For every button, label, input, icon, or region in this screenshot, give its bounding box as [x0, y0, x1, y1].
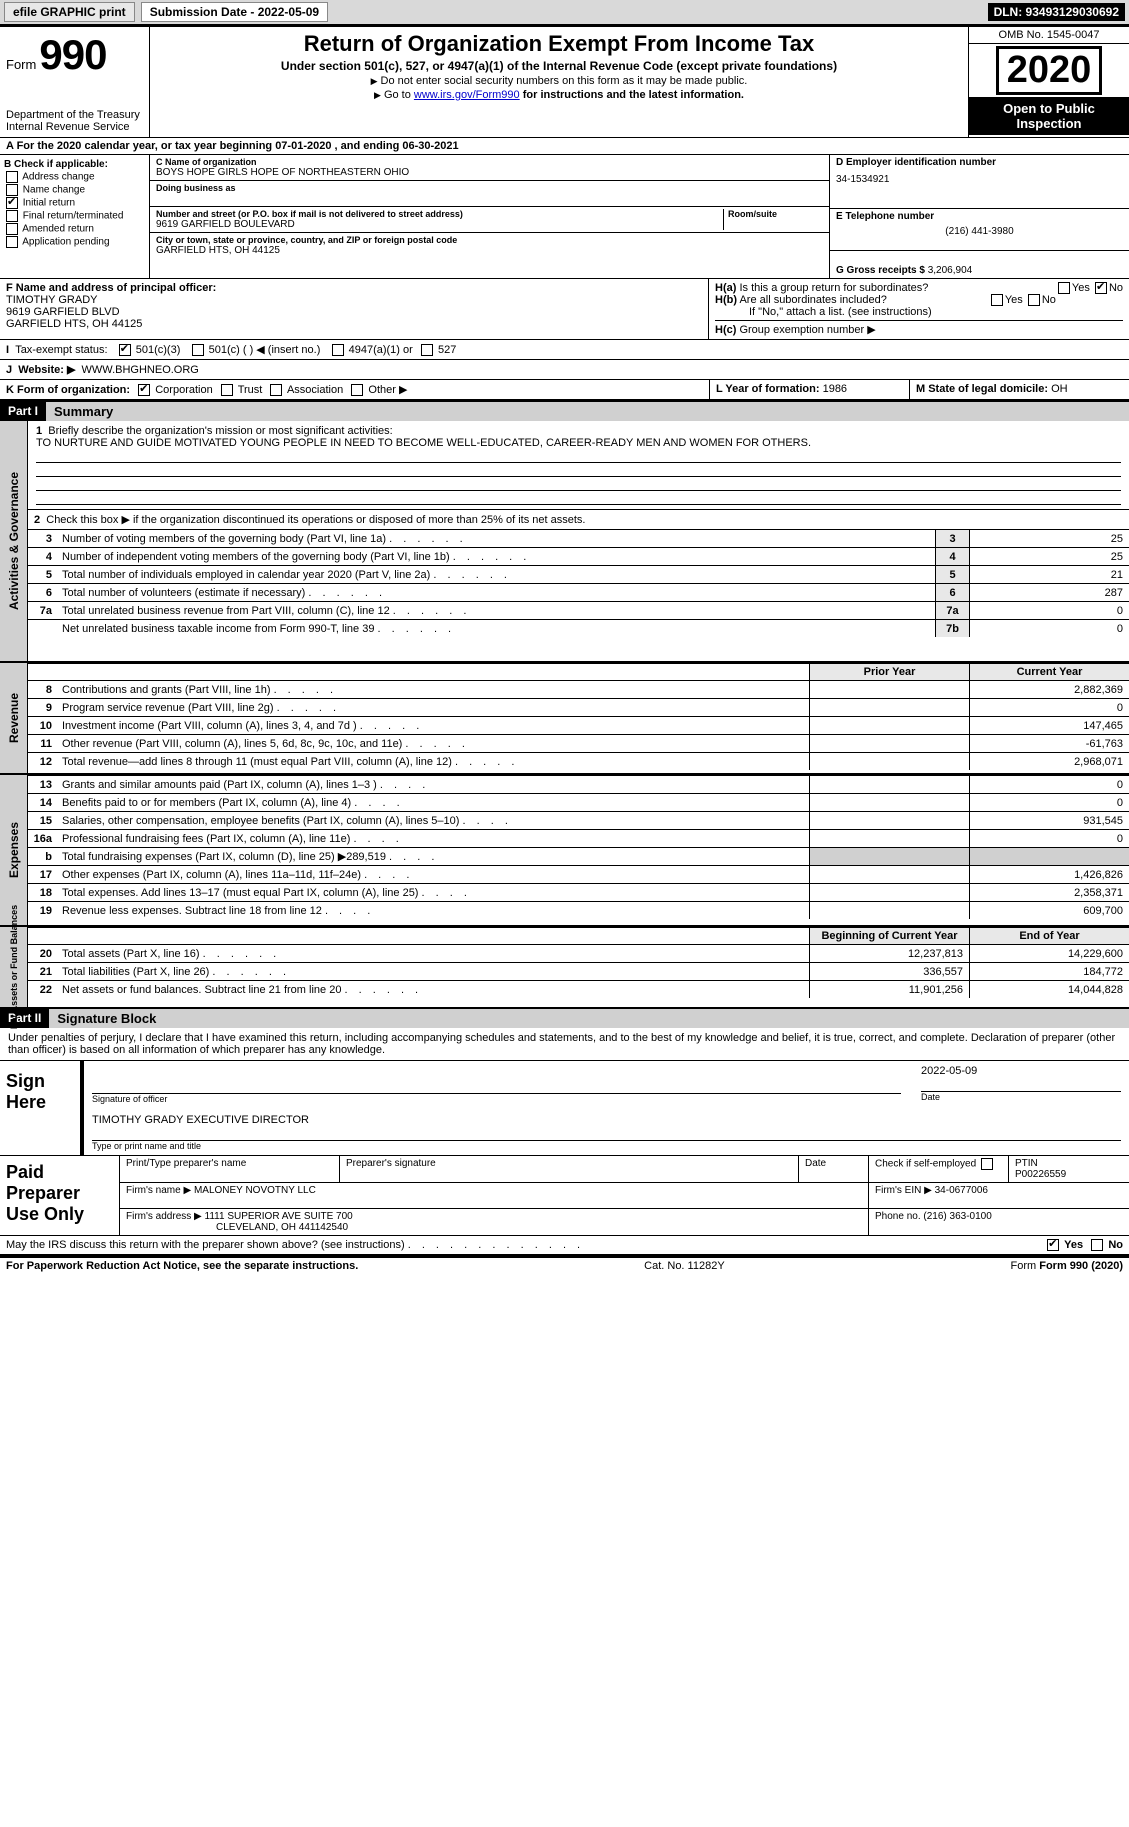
row-i-status: I Tax-exempt status: 501(c)(3) 501(c) ( …: [0, 340, 1129, 359]
dept-irs: Internal Revenue Service: [6, 121, 143, 133]
table-row: 8Contributions and grants (Part VIII, li…: [28, 680, 1129, 698]
tax-year: 2020: [996, 46, 1103, 95]
table-row: 21Total liabilities (Part X, line 26) . …: [28, 962, 1129, 980]
part1-title: Summary: [46, 402, 1129, 421]
table-row: 7aTotal unrelated business revenue from …: [28, 601, 1129, 619]
box-h: H(a) Is this a group return for subordin…: [709, 279, 1129, 339]
table-row: 18Total expenses. Add lines 13–17 (must …: [28, 883, 1129, 901]
mission-box: 1 Briefly describe the organization's mi…: [28, 421, 1129, 509]
dln: DLN: 93493129030692: [988, 3, 1125, 21]
table-row: 11Other revenue (Part VIII, column (A), …: [28, 734, 1129, 752]
part2-title: Signature Block: [49, 1009, 1129, 1028]
row-l-year: L Year of formation: 1986: [709, 380, 909, 399]
perjury-declaration: Under penalties of perjury, I declare th…: [0, 1028, 1129, 1060]
paid-preparer-block: Paid Preparer Use Only Print/Type prepar…: [0, 1155, 1129, 1235]
box-d-ein: D Employer identification number 34-1534…: [830, 155, 1129, 209]
row-a-taxyear: A For the 2020 calendar year, or tax yea…: [0, 138, 1129, 155]
box-c-dba: Doing business as: [150, 181, 829, 207]
part2-header: Part II: [0, 1009, 49, 1028]
table-row: 19Revenue less expenses. Subtract line 1…: [28, 901, 1129, 919]
form-number: 990: [39, 31, 106, 78]
box-b: B Check if applicable: Address change Na…: [0, 155, 150, 278]
table-row: 13Grants and similar amounts paid (Part …: [28, 775, 1129, 793]
form-title: Return of Organization Exempt From Incom…: [156, 31, 962, 57]
table-row: 4Number of independent voting members of…: [28, 547, 1129, 565]
table-row: 17Other expenses (Part IX, column (A), l…: [28, 865, 1129, 883]
table-row: 15Salaries, other compensation, employee…: [28, 811, 1129, 829]
form-label: Form: [6, 57, 36, 72]
vtab-governance: Activities & Governance: [0, 421, 28, 661]
box-c-address: Number and street (or P.O. box if mail i…: [150, 207, 829, 233]
box-c-city: City or town, state or province, country…: [150, 233, 829, 258]
vtab-netassets: Net Assets or Fund Balances: [0, 927, 28, 1007]
discuss-row: May the IRS discuss this return with the…: [0, 1235, 1129, 1254]
form-subtitle: Under section 501(c), 527, or 4947(a)(1)…: [156, 59, 962, 73]
footer: For Paperwork Reduction Act Notice, see …: [0, 1257, 1129, 1274]
table-row: bTotal fundraising expenses (Part IX, co…: [28, 847, 1129, 865]
table-row: 9Program service revenue (Part VIII, lin…: [28, 698, 1129, 716]
line2-discontinued: 2 Check this box ▶ if the organization d…: [28, 509, 1129, 529]
table-row: 16aProfessional fundraising fees (Part I…: [28, 829, 1129, 847]
efile-button[interactable]: efile GRAPHIC print: [4, 2, 135, 22]
row-k-orgform: K Form of organization: Corporation Trus…: [0, 380, 709, 399]
table-row: Net unrelated business taxable income fr…: [28, 619, 1129, 637]
form-header: Form 990 Department of the Treasury Inte…: [0, 27, 1129, 138]
table-row: 10Investment income (Part VIII, column (…: [28, 716, 1129, 734]
goto-instruction: Go to www.irs.gov/Form990 for instructio…: [156, 89, 962, 101]
colheader-begin-end: Beginning of Current Year End of Year: [28, 927, 1129, 944]
box-f-officer: F Name and address of principal officer:…: [0, 279, 709, 339]
box-g-gross: G Gross receipts $ 3,206,904: [830, 251, 1129, 278]
table-row: 14Benefits paid to or for members (Part …: [28, 793, 1129, 811]
table-row: 6Total number of volunteers (estimate if…: [28, 583, 1129, 601]
table-row: 12Total revenue—add lines 8 through 11 (…: [28, 752, 1129, 770]
box-e-phone: E Telephone number (216) 441-3980: [830, 209, 1129, 251]
vtab-expenses: Expenses: [0, 775, 28, 925]
entity-block: B Check if applicable: Address change Na…: [0, 155, 1129, 278]
row-j-website: J Website: ▶ WWW.BHGHNEO.ORG: [0, 359, 1129, 379]
ssn-warning: Do not enter social security numbers on …: [156, 75, 962, 87]
irs-link[interactable]: www.irs.gov/Form990: [414, 89, 520, 101]
topbar: efile GRAPHIC print Submission Date - 20…: [0, 0, 1129, 24]
table-row: 20Total assets (Part X, line 16) . . . .…: [28, 944, 1129, 962]
colheader-prior-current: Prior Year Current Year: [28, 663, 1129, 680]
sign-here-label: Sign Here: [0, 1061, 80, 1155]
open-public: Open to PublicInspection: [969, 97, 1129, 135]
box-c-name: C Name of organization BOYS HOPE GIRLS H…: [150, 155, 829, 181]
table-row: 5Total number of individuals employed in…: [28, 565, 1129, 583]
vtab-revenue: Revenue: [0, 663, 28, 773]
submission-date: Submission Date - 2022-05-09: [141, 2, 328, 22]
table-row: 22Net assets or fund balances. Subtract …: [28, 980, 1129, 998]
dept-treasury: Department of the Treasury: [6, 109, 143, 121]
omb-number: OMB No. 1545-0047: [969, 27, 1129, 44]
signature-fields: Signature of officer 2022-05-09 Date TIM…: [80, 1061, 1129, 1155]
table-row: 3Number of voting members of the governi…: [28, 529, 1129, 547]
part1-header: Part I: [0, 402, 46, 421]
row-m-state: M State of legal domicile: OH: [909, 380, 1129, 399]
